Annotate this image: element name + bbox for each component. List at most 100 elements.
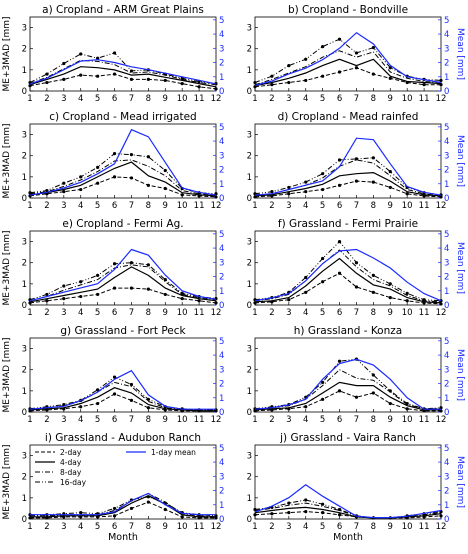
series-line-8-day	[29, 264, 217, 302]
data-point	[337, 271, 342, 275]
panel-title: e) Cropland - Fermi Ag.	[62, 218, 183, 230]
data-point	[79, 73, 83, 77]
y-tick-label-right: 5	[219, 444, 224, 454]
data-point	[253, 513, 257, 517]
data-point	[45, 299, 49, 303]
data-point	[112, 514, 117, 518]
x-tick-label: 9	[388, 308, 393, 318]
x-tick-label: 2	[44, 522, 49, 532]
y-tick-label-left: 2	[247, 366, 252, 376]
y-tick-label-left: 1	[22, 66, 27, 76]
x-tick-label: 11	[419, 308, 430, 318]
x-tick-label: 11	[194, 522, 205, 532]
y-tick-label-left: 0	[22, 408, 27, 418]
series-line-4-day	[29, 161, 217, 197]
y-tick-label-left: 3	[22, 452, 27, 462]
data-point	[146, 406, 150, 410]
y-tick-label-right: 2	[219, 273, 224, 283]
data-point	[96, 56, 100, 60]
y-tick-label-right: 0	[219, 408, 224, 418]
x-tick-label: 1	[27, 308, 32, 318]
y-tick-label-left: 3	[22, 238, 27, 248]
data-point	[321, 187, 325, 192]
x-tick-label: 5	[320, 201, 325, 211]
data-point	[129, 382, 134, 387]
data-point	[112, 506, 117, 511]
series-line-4-day	[254, 381, 441, 411]
data-point	[354, 51, 359, 55]
y-tick-label-right: 4	[219, 351, 224, 361]
series-line-16-day	[29, 262, 217, 301]
data-point	[146, 500, 150, 504]
data-point	[270, 83, 274, 87]
y-tick-label-left: 1	[247, 387, 252, 397]
x-tick-label: 6	[112, 415, 117, 425]
y-tick-label-left: 2	[22, 473, 27, 483]
y-tick-label-right: 0	[219, 87, 224, 97]
series-line-2-day	[254, 390, 441, 412]
series-line-8-day	[29, 59, 217, 86]
x-tick-label: 6	[337, 201, 342, 211]
y-tick-label-right: 3	[219, 258, 224, 268]
series-line-2-day	[29, 287, 217, 304]
y-tick-label-left: 1	[22, 173, 27, 183]
x-tick-label: 7	[354, 522, 359, 532]
y-axis-label-left: ME+3MAD [mm]	[2, 445, 12, 520]
panel-title: h) Grassland - Konza	[294, 325, 402, 337]
y-tick-label-right: 5	[219, 123, 224, 133]
x-tick-label: 1	[27, 415, 32, 425]
panel-title: g) Grassland - Fort Peck	[60, 325, 186, 337]
y-tick-label-right: 2	[444, 273, 449, 283]
data-point	[45, 72, 49, 76]
data-point	[422, 83, 426, 87]
data-point	[146, 287, 150, 291]
series-line-2-day	[254, 272, 442, 305]
series-line-4-day	[29, 266, 217, 303]
data-point	[180, 297, 184, 301]
data-point	[337, 37, 342, 41]
y-tick-label-right: 1	[444, 180, 449, 190]
y-tick-label-right: 0	[444, 87, 449, 97]
x-tick-label: 1	[27, 201, 32, 211]
x-tick-label: 10	[402, 522, 413, 532]
x-axis-label: Month	[108, 532, 138, 543]
x-tick-label: 3	[286, 522, 291, 532]
x-tick-label: 12	[211, 522, 222, 532]
y-tick-label-right: 4	[444, 351, 449, 361]
x-tick-label: 10	[177, 522, 188, 532]
data-point	[337, 239, 342, 244]
data-point	[270, 512, 274, 516]
x-tick-label: 8	[146, 201, 151, 211]
x-tick-label: 5	[320, 308, 325, 318]
x-tick-label: 5	[320, 415, 325, 425]
y-tick-label-left: 1	[22, 494, 27, 504]
series-line-4-day	[30, 495, 216, 518]
x-tick-label: 7	[354, 94, 359, 104]
x-tick-label: 3	[61, 522, 66, 532]
data-point	[304, 290, 308, 294]
y-tick-label-right: 3	[444, 258, 449, 268]
data-point	[96, 181, 100, 185]
series-line-1-day-mean	[254, 484, 442, 519]
series-line-16-day	[254, 240, 442, 302]
y-tick-label-left: 0	[22, 515, 27, 525]
data-point	[287, 192, 291, 196]
series-line-1-day-mean	[29, 248, 217, 302]
x-tick-label: 11	[419, 522, 430, 532]
data-point	[214, 87, 218, 91]
x-tick-label: 8	[371, 415, 376, 425]
x-tick-label: 5	[95, 201, 100, 211]
data-point	[388, 169, 392, 174]
panel-title: c) Cropland - Mead irrigated	[49, 111, 196, 123]
data-point	[287, 80, 291, 85]
data-point	[180, 82, 184, 86]
data-point	[304, 190, 308, 194]
data-point	[197, 299, 201, 303]
x-tick-label: 8	[146, 415, 151, 425]
y-tick-label-left: 2	[247, 473, 252, 483]
data-point	[354, 395, 359, 399]
data-point	[112, 152, 117, 156]
x-tick-label: 7	[354, 415, 359, 425]
data-point	[62, 77, 66, 81]
legend-label: 4-day	[60, 458, 82, 467]
